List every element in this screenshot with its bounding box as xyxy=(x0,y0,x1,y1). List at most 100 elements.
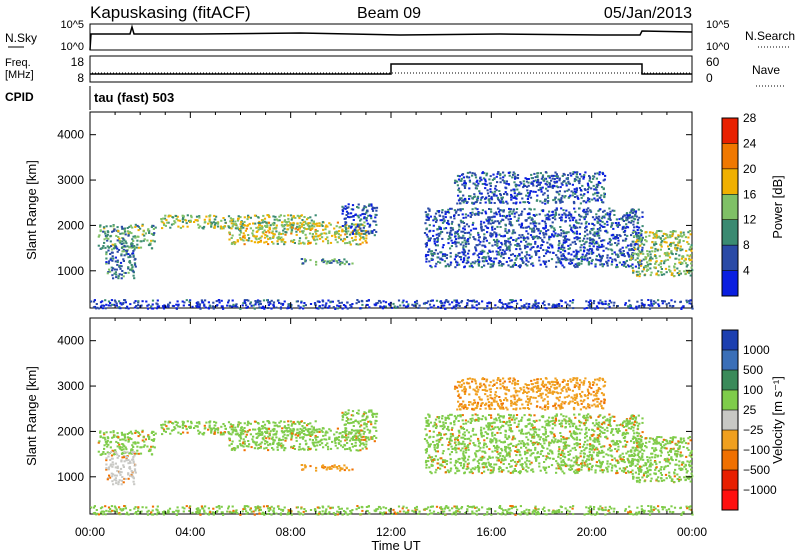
range-cell xyxy=(502,171,505,174)
range-cell xyxy=(622,239,625,242)
range-cell xyxy=(637,237,640,240)
range-cell xyxy=(514,177,517,180)
range-cell xyxy=(227,431,230,433)
power-colorbar-tick-label: 20 xyxy=(743,162,757,176)
range-cell xyxy=(239,238,242,241)
range-cell xyxy=(276,446,279,449)
range-cell xyxy=(255,441,258,444)
range-cell xyxy=(365,234,368,237)
range-cell xyxy=(355,437,358,440)
range-cell xyxy=(554,218,557,221)
range-cell xyxy=(245,299,249,302)
range-cell xyxy=(641,249,644,252)
range-cell xyxy=(559,261,562,264)
range-cell xyxy=(141,430,144,433)
range-cell xyxy=(362,226,365,229)
range-cell xyxy=(534,176,537,179)
range-cell xyxy=(258,306,261,309)
power-colorbar-tick-label: 16 xyxy=(743,187,757,201)
range-cell xyxy=(137,235,140,238)
range-cell xyxy=(650,271,653,274)
range-cell xyxy=(347,215,350,218)
range-cell xyxy=(515,185,518,188)
range-cell xyxy=(338,226,341,229)
range-cell xyxy=(482,177,486,180)
range-cell xyxy=(435,233,438,236)
range-cell xyxy=(644,231,647,234)
range-cell xyxy=(612,227,615,230)
range-cell xyxy=(321,236,324,239)
range-cell xyxy=(251,232,254,235)
range-cell xyxy=(423,232,427,234)
range-cell xyxy=(682,231,685,234)
range-cell xyxy=(563,180,566,183)
range-cell xyxy=(564,214,567,217)
range-cell xyxy=(628,248,631,251)
nsky-trace xyxy=(89,24,693,51)
range-cell xyxy=(474,174,477,177)
range-cell xyxy=(283,220,286,223)
range-cell xyxy=(242,223,246,226)
range-cell xyxy=(628,265,631,268)
range-cell xyxy=(269,302,272,305)
range-cell xyxy=(558,242,561,245)
range-cell xyxy=(470,264,473,267)
range-cell xyxy=(456,230,459,233)
range-cell xyxy=(210,224,213,226)
range-cell xyxy=(466,201,469,204)
range-cell xyxy=(348,233,352,236)
power-colorbar-label: Power [dB] xyxy=(770,175,785,239)
range-cell xyxy=(558,177,561,180)
range-cell xyxy=(486,192,490,195)
range-cell xyxy=(479,240,482,243)
range-cell xyxy=(540,190,543,193)
range-cell xyxy=(265,427,268,430)
range-cell xyxy=(649,256,652,259)
range-cell xyxy=(595,177,598,180)
range-cell xyxy=(351,232,354,235)
power-cells xyxy=(90,171,694,310)
range-cell xyxy=(182,421,185,424)
range-cell xyxy=(364,213,367,216)
range-cell xyxy=(649,257,652,260)
range-cell xyxy=(596,228,599,231)
range-cell xyxy=(505,231,509,234)
range-cell xyxy=(636,273,639,276)
range-cell xyxy=(529,243,532,246)
range-cell xyxy=(468,171,472,174)
range-cell xyxy=(252,304,255,307)
range-cell xyxy=(526,198,529,200)
range-cell xyxy=(547,200,550,202)
range-cell xyxy=(247,239,250,242)
range-cell xyxy=(522,261,525,264)
range-cell xyxy=(316,238,319,241)
range-cell xyxy=(252,229,255,232)
range-cell xyxy=(441,253,445,256)
range-cell xyxy=(616,224,619,227)
range-cell xyxy=(124,272,127,274)
range-cell xyxy=(514,307,517,310)
range-cell xyxy=(230,227,233,230)
range-cell xyxy=(143,444,146,447)
range-cell xyxy=(132,274,135,277)
range-cell xyxy=(631,208,634,211)
range-cell xyxy=(635,235,639,238)
range-cell xyxy=(198,216,201,219)
range-cell xyxy=(591,240,594,243)
range-cell xyxy=(342,304,346,306)
range-cell xyxy=(488,178,491,181)
range-cell xyxy=(118,300,121,303)
range-cell xyxy=(150,247,154,250)
range-cell xyxy=(152,430,155,433)
range-cell xyxy=(596,306,600,309)
range-cell xyxy=(269,442,272,445)
range-cell xyxy=(565,182,568,185)
nsky-panel: N.Sky 10^5 10^0 10^5 10^0 N.Search xyxy=(5,19,795,53)
range-cell xyxy=(234,220,237,223)
range-cell xyxy=(122,481,125,484)
range-cell xyxy=(373,229,376,231)
range-cell xyxy=(163,423,167,426)
range-cell xyxy=(585,300,588,303)
range-cell xyxy=(621,218,624,221)
range-cell xyxy=(641,270,644,273)
